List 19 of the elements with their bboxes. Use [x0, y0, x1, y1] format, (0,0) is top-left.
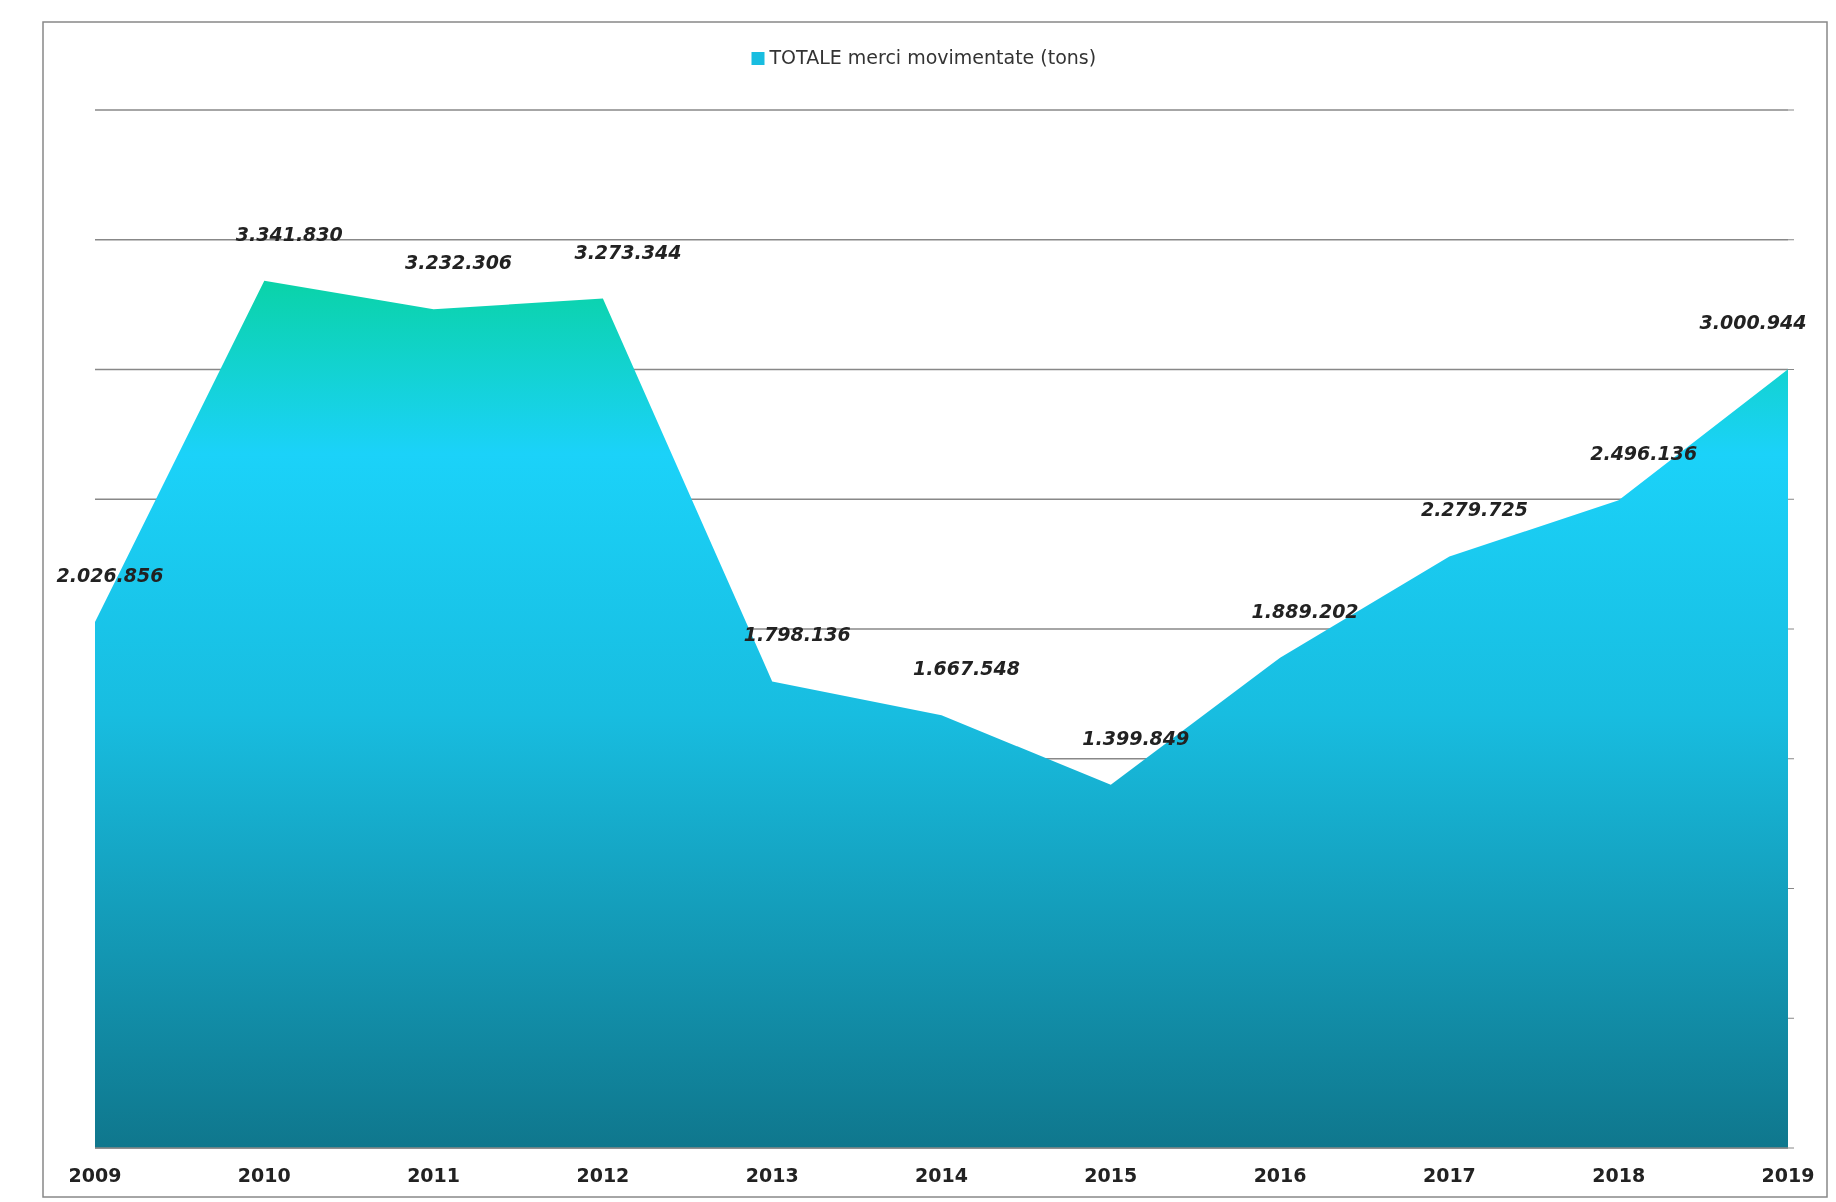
data-label: 3.232.306 [405, 251, 513, 274]
x-tick-label: 2010 [237, 1164, 291, 1186]
data-label: 1.667.548 [913, 657, 1020, 680]
x-tick-label: 2014 [915, 1164, 968, 1186]
x-tick-label: 2017 [1422, 1164, 1476, 1186]
data-label: 3.273.344 [574, 240, 682, 263]
x-tick-label: 2013 [745, 1164, 799, 1186]
legend-label: TOTALE merci movimentate (tons) [768, 46, 1097, 68]
x-tick-label: 2009 [68, 1164, 122, 1186]
x-tick-label: 2015 [1084, 1164, 1138, 1186]
data-label: 1.889.202 [1251, 599, 1359, 622]
data-label: 3.000.944 [1699, 311, 1807, 334]
data-label: 2.279.725 [1420, 498, 1528, 521]
x-tick-label: 2019 [1761, 1164, 1815, 1186]
x-tick-label: 2011 [407, 1164, 461, 1186]
x-tick-label: 2016 [1253, 1164, 1307, 1186]
data-label: 3.341.830 [235, 222, 343, 245]
x-tick-label: 2018 [1592, 1164, 1646, 1186]
x-tick-label: 2012 [576, 1164, 630, 1186]
